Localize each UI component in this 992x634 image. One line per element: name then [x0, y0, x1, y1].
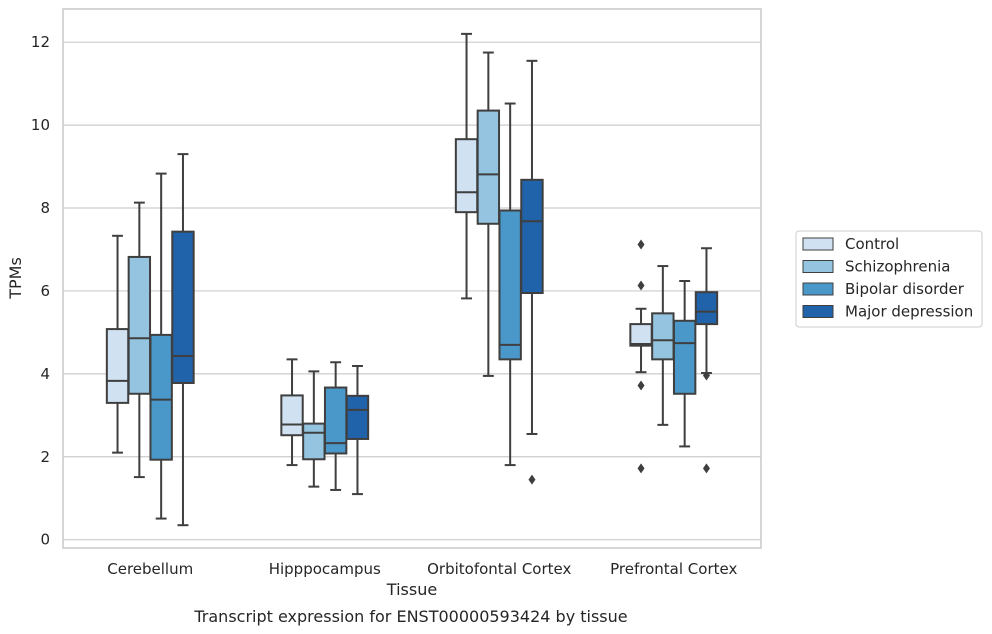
y-tick-label: 4	[40, 365, 50, 383]
legend-swatch	[802, 282, 834, 296]
box-iqr	[345, 394, 370, 440]
y-tick-label: 2	[40, 448, 50, 466]
box-schizophrenia	[651, 265, 675, 426]
box-control	[454, 32, 479, 300]
box-iqr	[149, 333, 173, 461]
x-axis-label: Tissue	[386, 580, 437, 599]
box-iqr	[694, 291, 719, 326]
box-iqr	[171, 230, 195, 384]
legend-frame	[795, 230, 983, 328]
x-axis-ticks: Cerebellum Hipppocampus Orbitofontal Corte…	[107, 560, 737, 578]
legend-swatch	[802, 260, 834, 273]
box-bipolar-disorder	[323, 361, 348, 491]
box-iqr	[672, 319, 697, 395]
box-major-depression	[171, 153, 195, 527]
legend-label: Major depression	[845, 303, 973, 321]
outlier-point	[637, 239, 645, 250]
legend: Control Schizophrenia Bipolar disorder Majo…	[795, 230, 983, 328]
box-bipolar-disorder	[498, 102, 522, 467]
x-tick-label: Hipppocampus	[269, 560, 381, 578]
box-control	[629, 239, 653, 474]
outlier-point	[528, 474, 536, 485]
chart-caption: Transcript expression for ENST0000059342…	[193, 607, 627, 626]
box-control	[280, 358, 304, 467]
box-major-depression	[520, 59, 544, 485]
box-bipolar-disorder	[672, 279, 697, 448]
box-schizophrenia	[127, 201, 152, 479]
legend-swatch	[802, 305, 834, 318]
box-iqr	[127, 255, 152, 395]
box-iqr	[498, 209, 522, 361]
box-iqr	[280, 394, 304, 437]
box-iqr	[651, 312, 675, 361]
outlier-point	[702, 463, 710, 474]
outlier-point	[637, 280, 645, 291]
box-iqr	[454, 138, 479, 214]
box-schizophrenia	[476, 51, 501, 377]
legend-label: Control	[845, 235, 899, 253]
y-tick-label: 6	[40, 282, 50, 300]
y-axis-ticks: 0 2 4 6 8 10 12	[31, 33, 50, 549]
outlier-point	[637, 380, 645, 391]
box-iqr	[629, 323, 653, 347]
box-control	[105, 234, 130, 454]
boxes	[105, 32, 719, 527]
y-tick-label: 0	[40, 531, 50, 549]
box-major-depression	[345, 364, 370, 496]
x-tick-label: Orbitofontal Cortex	[427, 560, 571, 578]
box-bipolar-disorder	[149, 172, 173, 520]
box-iqr	[476, 109, 501, 225]
legend-label: Bipolar disorder	[845, 280, 965, 298]
box-iqr	[520, 178, 544, 295]
outlier-point	[637, 463, 645, 474]
y-axis-label: TPMs	[6, 257, 25, 300]
box-iqr	[105, 328, 130, 404]
box-schizophrenia	[302, 370, 326, 488]
y-tick-label: 8	[40, 199, 50, 217]
plot-area-frame	[62, 8, 762, 549]
y-tick-label: 12	[31, 33, 50, 51]
legend-swatch	[802, 237, 834, 251]
outlier-point	[702, 370, 710, 381]
box-major-depression	[694, 247, 719, 474]
gridlines	[63, 41, 761, 541]
legend-label: Schizophrenia	[845, 258, 950, 276]
box-iqr	[302, 422, 326, 461]
y-tick-label: 10	[31, 116, 50, 134]
x-tick-label: Prefrontal Cortex	[610, 560, 737, 578]
x-tick-label: Cerebellum	[107, 560, 193, 578]
